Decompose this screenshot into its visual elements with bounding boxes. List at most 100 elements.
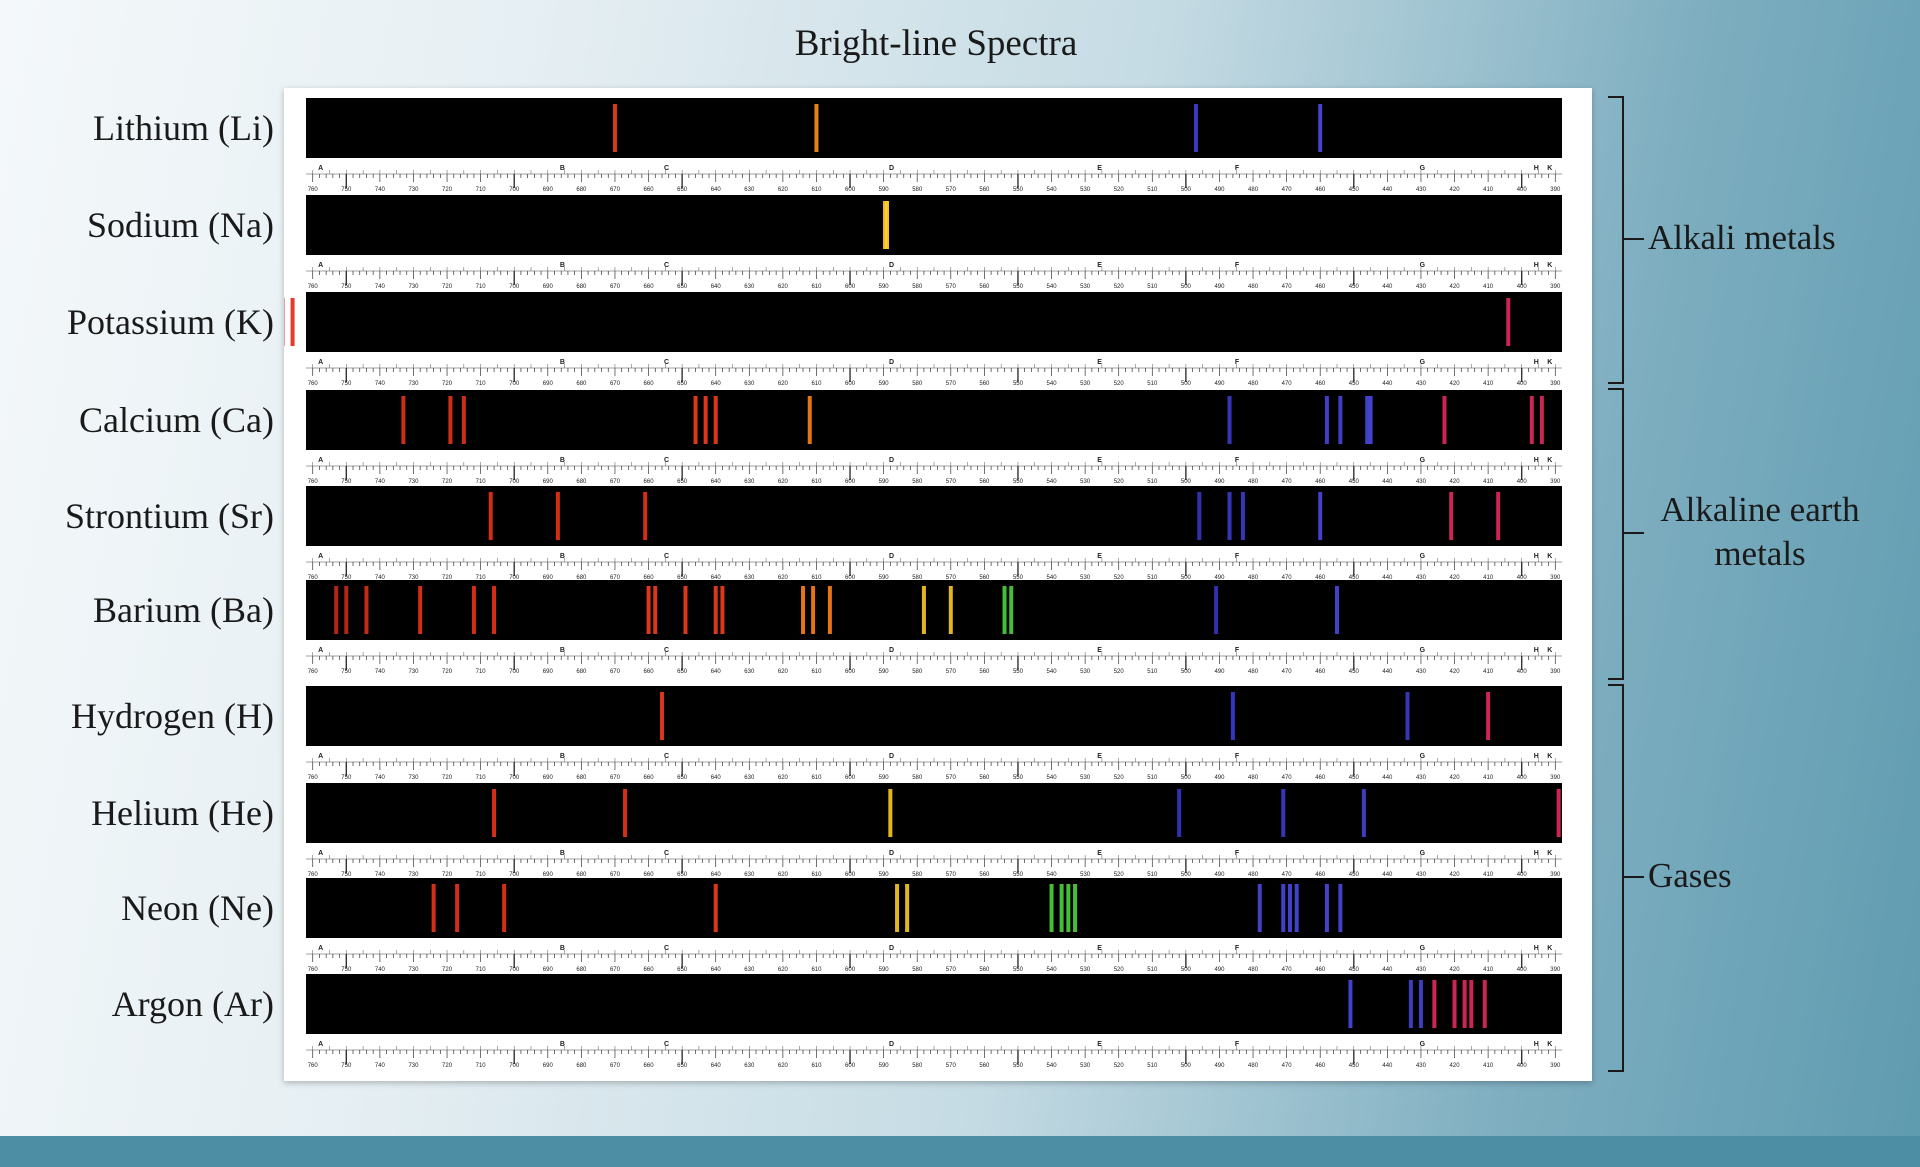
element-label: Hydrogen (H) xyxy=(71,696,274,736)
scale-tick-label: 400 xyxy=(1517,284,1528,290)
group-bracket xyxy=(1608,388,1624,680)
emission-line xyxy=(1539,396,1544,444)
fraunhofer-letter: F xyxy=(1235,945,1240,952)
scale-tick-label: 720 xyxy=(442,575,453,581)
scale-tick-label: 570 xyxy=(946,669,957,675)
scale-tick-label: 600 xyxy=(845,381,856,387)
group-label: Alkali metals xyxy=(1648,216,1836,260)
fraunhofer-letter: D xyxy=(889,262,894,269)
emission-line xyxy=(1324,884,1329,932)
scale-tick-label: 570 xyxy=(946,187,957,193)
emission-line xyxy=(1002,586,1007,634)
fraunhofer-letter: H xyxy=(1534,1041,1539,1048)
fraunhofer-letter: E xyxy=(1097,850,1102,857)
scale-tick-label: 410 xyxy=(1483,187,1494,193)
emission-line xyxy=(1227,396,1232,444)
emission-line xyxy=(461,396,466,444)
emission-line xyxy=(1452,980,1457,1028)
scale-tick-label: 710 xyxy=(476,284,487,290)
fraunhofer-letter: C xyxy=(664,945,669,952)
scale-tick-label: 520 xyxy=(1114,669,1125,675)
scale-tick-label: 530 xyxy=(1080,575,1091,581)
scale-tick-label: 730 xyxy=(408,187,419,193)
scale-tick-label: 420 xyxy=(1450,872,1461,878)
scale-tick-label: 650 xyxy=(677,284,688,290)
scale-tick-label: 740 xyxy=(375,1063,386,1069)
scale-tick-label: 600 xyxy=(845,1063,856,1069)
wavelength-scale xyxy=(306,257,1562,295)
emission-line xyxy=(948,586,953,634)
scale-tick-label: 630 xyxy=(744,381,755,387)
scale-tick-label: 580 xyxy=(912,669,923,675)
scale-tick-label: 630 xyxy=(744,479,755,485)
fraunhofer-letter: E xyxy=(1097,945,1102,952)
scale-tick-label: 660 xyxy=(644,775,655,781)
scale-tick-label: 550 xyxy=(1013,479,1024,485)
group-label-line: metals xyxy=(1714,534,1806,573)
scale-tick-label: 560 xyxy=(979,575,990,581)
scale-tick-label: 560 xyxy=(979,284,990,290)
scale-tick-label: 730 xyxy=(408,967,419,973)
emission-line xyxy=(502,884,507,932)
scale-tick-label: 700 xyxy=(509,669,520,675)
scale-tick-label: 740 xyxy=(375,187,386,193)
scale-tick-label: 710 xyxy=(476,381,487,387)
scale-tick-label: 500 xyxy=(1181,872,1192,878)
scale-tick-label: 660 xyxy=(644,669,655,675)
fraunhofer-letter: A xyxy=(318,945,323,952)
element-label: Helium (He) xyxy=(91,793,274,833)
scale-tick-label: 680 xyxy=(576,967,587,973)
scale-tick-label: 720 xyxy=(442,775,453,781)
emission-line xyxy=(1281,789,1286,837)
scale-tick-label: 530 xyxy=(1080,669,1091,675)
scale-tick-label: 630 xyxy=(744,575,755,581)
scale-tick-label: 710 xyxy=(476,479,487,485)
scale-tick-label: 710 xyxy=(476,187,487,193)
scale-tick-label: 720 xyxy=(442,479,453,485)
fraunhofer-letter: B xyxy=(560,1041,565,1048)
scale-tick-label: 600 xyxy=(845,669,856,675)
fraunhofer-letter: C xyxy=(664,753,669,760)
scale-tick-label: 460 xyxy=(1315,775,1326,781)
scale-tick-label: 610 xyxy=(811,187,822,193)
scale-tick-label: 520 xyxy=(1114,479,1125,485)
emission-line xyxy=(1281,884,1286,932)
scale-tick-label: 640 xyxy=(711,479,722,485)
scale-tick-label: 600 xyxy=(845,575,856,581)
scale-tick-label: 650 xyxy=(677,1063,688,1069)
scale-tick-label: 390 xyxy=(1550,1063,1561,1069)
scale-tick-label: 670 xyxy=(610,1063,621,1069)
scale-tick-label: 690 xyxy=(543,669,554,675)
emission-line xyxy=(1318,104,1323,152)
scale-tick-label: 440 xyxy=(1382,775,1393,781)
fraunhofer-letter: D xyxy=(889,165,894,172)
scale-tick-label: 650 xyxy=(677,967,688,973)
scale-tick-label: 400 xyxy=(1517,775,1528,781)
scale-tick-label: 740 xyxy=(375,381,386,387)
scale-tick-label: 420 xyxy=(1450,479,1461,485)
scale-tick-label: 690 xyxy=(543,775,554,781)
emission-line xyxy=(364,586,369,634)
scale-tick-label: 440 xyxy=(1382,381,1393,387)
scale-tick-label: 500 xyxy=(1181,775,1192,781)
scale-tick-label: 730 xyxy=(408,669,419,675)
emission-line xyxy=(1287,884,1292,932)
emission-line xyxy=(1049,884,1054,932)
scale-tick-label: 670 xyxy=(610,872,621,878)
scale-tick-label: 650 xyxy=(677,775,688,781)
fraunhofer-letter: K xyxy=(1547,553,1552,560)
scale-tick-label: 690 xyxy=(543,872,554,878)
scale-tick-label: 620 xyxy=(778,967,789,973)
spectrum-band xyxy=(306,686,1562,746)
scale-tick-label: 470 xyxy=(1282,187,1293,193)
scale-tick-label: 670 xyxy=(610,381,621,387)
scale-tick-label: 470 xyxy=(1282,775,1293,781)
emission-line xyxy=(1405,692,1410,740)
fraunhofer-letter: K xyxy=(1547,165,1552,172)
scale-tick-label: 400 xyxy=(1517,479,1528,485)
scale-tick-label: 420 xyxy=(1450,381,1461,387)
scale-tick-label: 620 xyxy=(778,381,789,387)
scale-tick-label: 660 xyxy=(644,1063,655,1069)
scale-tick-label: 740 xyxy=(375,967,386,973)
emission-line xyxy=(612,104,617,152)
